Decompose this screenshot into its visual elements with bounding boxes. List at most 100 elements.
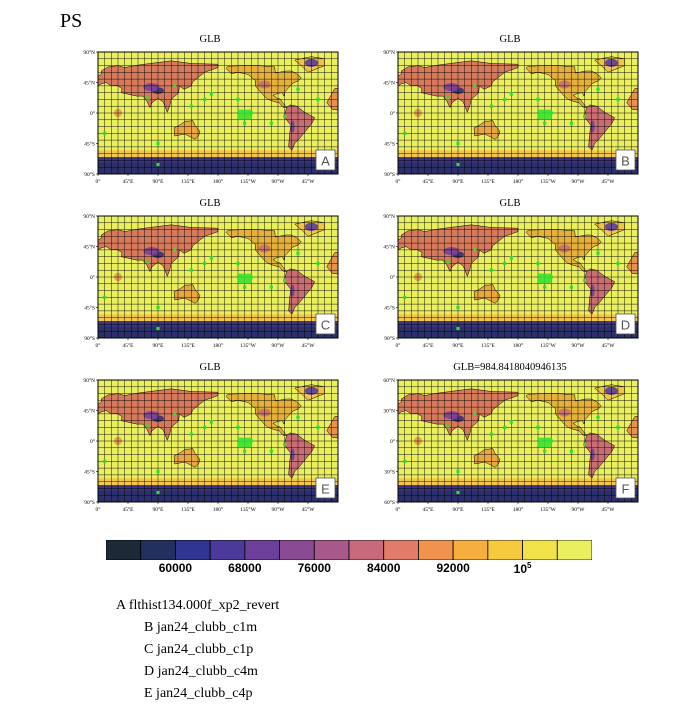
colorbar-swatch xyxy=(140,540,176,560)
x-tick-label: 0° xyxy=(96,506,101,513)
x-tick-label: 135°E xyxy=(481,506,495,513)
colorbar-swatch xyxy=(522,540,558,560)
y-tick-label: 90°S xyxy=(384,171,395,178)
station-marker xyxy=(236,261,240,266)
x-tick-label: 45°E xyxy=(422,506,434,513)
station-marker xyxy=(249,111,253,115)
station-marker xyxy=(473,248,477,252)
colorbar-tick-label: 68000 xyxy=(228,561,262,575)
x-tick-label: 90°E xyxy=(152,506,164,513)
panel-title: GLB xyxy=(499,198,521,209)
station-marker xyxy=(596,87,600,91)
station-marker xyxy=(283,114,287,118)
y-tick-label: 45°S xyxy=(84,469,95,476)
colorbar-swatch xyxy=(418,540,454,560)
station-marker xyxy=(503,97,507,102)
x-tick-label: 135°E xyxy=(181,342,195,349)
station-marker xyxy=(249,439,253,443)
station-marker xyxy=(156,141,160,146)
continent-shape xyxy=(283,104,316,151)
map-plot: 90°N45°N0°45°S90°S0° 45°E 90°E 135°E 180° 135… xyxy=(83,49,339,185)
station-marker xyxy=(543,285,547,289)
continent-shape xyxy=(583,432,616,479)
x-tick-label: 90°W xyxy=(272,178,286,185)
x-tick-label: 180° xyxy=(213,178,223,185)
station-marker xyxy=(156,305,160,310)
colorbar-tick-label: 105 xyxy=(513,561,532,576)
x-tick-label: 45°E xyxy=(122,506,134,513)
station-marker xyxy=(543,121,547,125)
station-marker xyxy=(283,278,287,282)
y-tick-label: 45°S xyxy=(84,305,95,312)
x-tick-label: 45°E xyxy=(122,342,134,349)
colorbar-swatch xyxy=(175,540,211,560)
station-marker xyxy=(156,162,160,167)
station-marker xyxy=(509,420,513,424)
station-marker xyxy=(456,490,460,495)
station-cluster xyxy=(238,273,252,284)
station-marker xyxy=(473,412,477,416)
map-panel-e: GLB 90°N 45°N 0° 45°S 90°S 0° 45°E 90°E 135°E 180°… xyxy=(60,362,360,522)
station-marker xyxy=(243,449,247,453)
station-marker xyxy=(203,97,207,102)
station-marker xyxy=(296,251,300,255)
x-tick-label: 90°W xyxy=(572,178,586,185)
panel-title: GLB xyxy=(199,34,221,45)
x-tick-label: 45°W xyxy=(602,506,616,513)
continent-shape xyxy=(626,252,638,275)
case-legend: A flthist134.000f_xp2_revert B jan24_club… xyxy=(116,595,279,705)
x-tick-label: 135°E xyxy=(481,342,495,349)
colorbar-tick-label: 76000 xyxy=(297,561,331,575)
colorbar-swatch xyxy=(348,540,385,560)
station-marker xyxy=(173,248,177,252)
station-marker xyxy=(583,114,587,118)
colorbar-swatch xyxy=(209,540,246,560)
map-plot: 90°N45°N0°45°S90°S0° 45°E 90°E 135°E 180° 135… xyxy=(83,377,339,513)
station-marker xyxy=(283,442,287,446)
x-tick-label: 45°E xyxy=(422,178,434,185)
station-marker xyxy=(189,268,193,272)
y-tick-label: 45°N xyxy=(383,244,395,251)
station-cluster xyxy=(538,273,552,284)
station-marker xyxy=(296,87,300,91)
map-plot: 60°N30°N0°30°S60°S0° 45°E 90°E 135°E 180° 135… xyxy=(383,377,639,513)
station-marker xyxy=(446,96,450,100)
x-tick-label: 135°W xyxy=(540,342,556,349)
station-marker xyxy=(473,84,477,88)
panel-letter: F xyxy=(622,482,630,497)
colorbar-swatch xyxy=(383,540,419,560)
station-marker xyxy=(489,104,493,108)
colorbar-swatch xyxy=(279,540,315,560)
colorbar-swatch xyxy=(556,540,592,560)
station-marker xyxy=(156,469,160,474)
station-marker xyxy=(456,305,460,310)
map-panel-f: GLB=984.8418040946135 60°N 30°N 0° 30°S 60°S 0… xyxy=(360,362,660,522)
station-marker xyxy=(536,425,540,430)
station-marker xyxy=(103,131,107,135)
x-tick-label: 135°E xyxy=(181,178,195,185)
colorbar-swatch xyxy=(244,540,280,560)
panel-letter: A xyxy=(321,154,330,169)
legend-entry: C jan24_clubb_c1p xyxy=(144,642,254,657)
panel-letter: E xyxy=(321,482,330,497)
y-tick-label: 45°N xyxy=(83,244,95,251)
y-tick-label: 45°N xyxy=(383,80,395,87)
map-plot: 90°N45°N0°45°S90°S0° 45°E 90°E 135°E 180° 135… xyxy=(383,49,639,185)
x-tick-label: 180° xyxy=(513,342,523,349)
continent-shape xyxy=(326,88,338,111)
station-marker xyxy=(103,295,107,299)
legend-entry: D jan24_clubb_c4m xyxy=(144,664,258,679)
y-tick-label: 45°N xyxy=(83,408,95,415)
panel-letter: C xyxy=(321,318,330,333)
station-marker xyxy=(569,449,573,453)
panel-letter: D xyxy=(621,318,630,333)
station-marker xyxy=(543,449,547,453)
x-tick-label: 90°E xyxy=(452,178,464,185)
x-tick-label: 90°E xyxy=(452,506,464,513)
x-tick-label: 135°W xyxy=(540,178,556,185)
station-marker xyxy=(103,459,107,463)
station-marker xyxy=(489,268,493,272)
x-tick-label: 90°W xyxy=(272,342,286,349)
station-marker xyxy=(549,111,553,115)
y-tick-label: 60°S xyxy=(384,499,395,506)
